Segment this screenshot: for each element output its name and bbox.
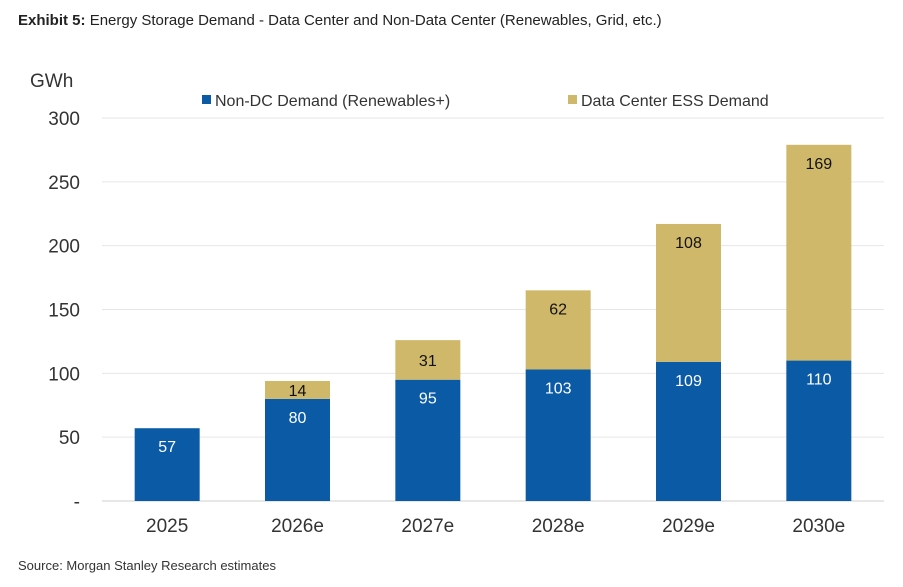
- data-label: 103: [545, 381, 572, 398]
- y-tick-label: 250: [48, 173, 80, 194]
- y-axis-ticks: - 50 100 150 200 250 300: [48, 109, 80, 513]
- bar-non-dc-demand: [786, 360, 852, 501]
- y-tick-label: 300: [48, 109, 80, 130]
- bar-data-center-demand: [395, 340, 461, 380]
- bar-non-dc-demand: [265, 398, 330, 501]
- x-tick-label: 2029e: [662, 516, 715, 537]
- x-tick-label: 2028e: [532, 516, 585, 537]
- y-axis-label: GWh: [30, 71, 73, 92]
- bar-data-center-demand: [525, 290, 591, 370]
- y-tick-label: 100: [48, 364, 80, 385]
- x-tick-label: 2025: [146, 516, 188, 537]
- x-tick-label: 2026e: [271, 516, 324, 537]
- bar-data-center-demand: [656, 223, 721, 362]
- data-label: 95: [419, 391, 437, 408]
- bars: [134, 144, 852, 501]
- bar-non-dc-demand: [656, 361, 721, 501]
- bar-non-dc-demand: [395, 379, 461, 501]
- y-tick-label: 150: [48, 301, 80, 322]
- gridlines: [102, 117, 884, 502]
- bar-data-center-demand: [265, 380, 330, 399]
- legend-label: Non-DC Demand (Renewables+): [215, 93, 450, 110]
- bar-data-center-demand: [786, 144, 852, 361]
- chart-header: Exhibit 5: Energy Storage Demand - Data …: [18, 12, 662, 29]
- data-label: 80: [289, 410, 307, 427]
- data-label: 110: [806, 372, 832, 389]
- chart-title: Energy Storage Demand - Data Center and …: [89, 12, 662, 29]
- legend-label: Data Center ESS Demand: [581, 93, 769, 110]
- data-label: 31: [419, 353, 437, 370]
- x-tick-label: 2027e: [401, 516, 454, 537]
- data-label: 57: [158, 439, 176, 456]
- legend: Non-DC Demand (Renewables+) Data Center E…: [202, 93, 769, 110]
- exhibit-number: Exhibit 5:: [18, 12, 86, 29]
- legend-swatch: [568, 95, 577, 104]
- y-tick-label: 50: [59, 428, 80, 449]
- data-label: 108: [675, 235, 702, 252]
- source-note: Source: Morgan Stanley Research estimate…: [18, 558, 276, 573]
- x-tick-label: 2030e: [792, 516, 845, 537]
- data-labels: 57 80 14 95 31 103 62 109 108 110 169: [158, 156, 832, 456]
- legend-swatch: [202, 95, 211, 104]
- data-label: 62: [549, 301, 567, 318]
- bar-non-dc-demand: [525, 369, 591, 501]
- y-tick-label: -: [74, 492, 80, 513]
- x-axis-ticks: 2025 2026e 2027e 2028e 2029e 2030e: [146, 516, 845, 537]
- data-label: 169: [805, 156, 832, 173]
- data-label: 14: [289, 383, 307, 400]
- data-label: 109: [675, 373, 702, 390]
- y-tick-label: 200: [48, 237, 80, 258]
- bar-non-dc-demand: [134, 428, 200, 501]
